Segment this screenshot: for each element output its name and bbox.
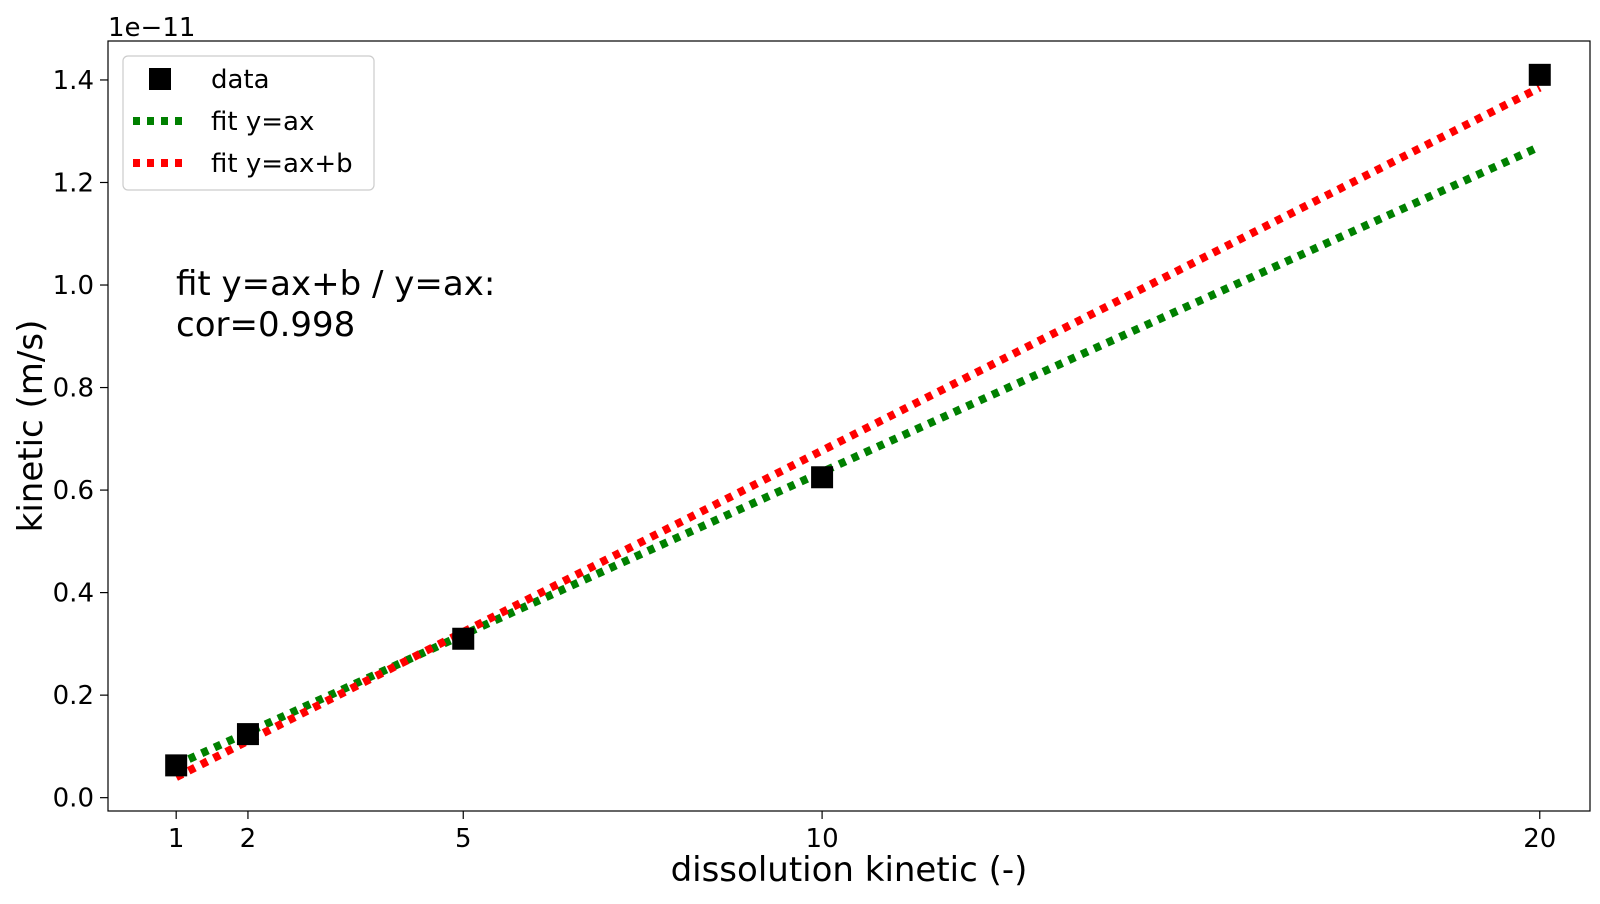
data-point: [1528, 63, 1551, 86]
y-tick-label: 0.6: [53, 476, 94, 506]
legend-label-fit-axb: fit y=ax+b: [211, 149, 353, 179]
y-tick-label: 0.0: [53, 784, 94, 814]
x-tick-label: 1: [168, 824, 185, 854]
y-axis: 0.0 0.2 0.4 0.6 0.8 1.0 1.2 1.4: [53, 66, 108, 814]
series-layer: [165, 63, 1551, 781]
y-tick-label: 0.4: [53, 579, 94, 609]
x-axis: 1 2 5 10 20: [168, 811, 1556, 854]
annotation-line-2: cor=0.998: [176, 305, 355, 345]
legend-label-fit-ax: fit y=ax: [211, 107, 314, 137]
y-tick-label: 1.2: [53, 168, 94, 198]
y-tick-label: 0.8: [53, 374, 94, 404]
data-point: [165, 754, 188, 777]
y-tick-label: 1.0: [53, 271, 94, 301]
legend-label-data: data: [211, 65, 270, 95]
legend-marker-data: [149, 68, 171, 90]
legend-box: [122, 55, 375, 191]
y-axis-label: kinetic (m/s): [11, 320, 51, 533]
x-tick-label: 5: [455, 824, 472, 854]
data-point: [452, 627, 475, 650]
annotation-line-1: fit y=ax+b / y=ax:: [176, 264, 495, 304]
x-tick-label: 2: [240, 824, 257, 854]
annotation: fit y=ax+b / y=ax: cor=0.998: [176, 264, 495, 345]
x-tick-label: 20: [1523, 824, 1556, 854]
x-axis-label: dissolution kinetic (-): [671, 850, 1028, 890]
series-line-fit-y-ax: [174, 142, 1542, 769]
y-tick-label: 0.2: [53, 681, 94, 711]
y-tick-label: 1.4: [53, 66, 94, 96]
plot-frame: [107, 40, 1591, 812]
x-tick-label: 10: [806, 824, 839, 854]
data-point: [236, 723, 259, 746]
series-line-fit-y-ax-b: [174, 84, 1542, 781]
data-point: [811, 466, 834, 489]
y-offset-label: 1e−11: [108, 13, 195, 43]
legend: data fit y=ax fit y=ax+b: [122, 55, 375, 191]
